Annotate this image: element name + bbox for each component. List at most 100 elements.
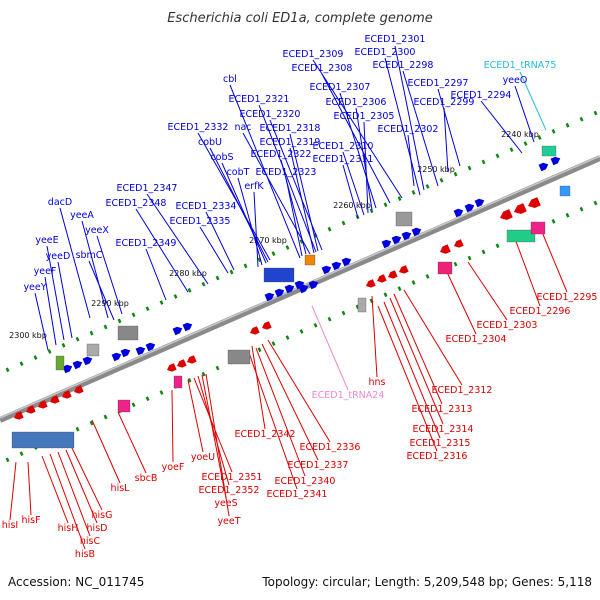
inner-tick-dot	[453, 261, 458, 267]
forward-gene-label: ECED1_2294	[451, 90, 512, 101]
outer-tick-dot	[117, 318, 122, 324]
feature-labels: ECED1_2301 ECED1_2300 ECED1_2309 ECED1_2298…	[2, 34, 598, 560]
outer-tick-dot	[201, 281, 206, 287]
reverse-gene-label: yoeF	[162, 462, 185, 473]
inner-tick-dot	[89, 420, 94, 426]
reverse-gene-label: ECED1_2351	[202, 472, 263, 483]
reverse-gene-label: ECED1_2313	[412, 404, 473, 415]
callout-line	[34, 292, 49, 351]
gene-block	[117, 325, 139, 341]
outer-tick-dot	[215, 275, 220, 281]
reverse-gene-arrow	[388, 270, 398, 279]
map-title: Escherichia coli ED1a, complete genome	[167, 11, 433, 26]
callout-line	[135, 208, 189, 293]
callout-line	[57, 261, 73, 339]
outer-tick-dot	[19, 361, 24, 367]
forward-gene-label: ECED1_2334	[176, 201, 237, 212]
forward-gene-label: cobU	[198, 137, 222, 148]
forward-gene-arrow	[341, 257, 352, 267]
outer-tick-dot	[89, 330, 94, 336]
inner-tick-dot	[187, 377, 192, 383]
outer-tick-dot	[341, 220, 346, 226]
callout-line	[199, 226, 229, 274]
outer-tick-dot	[145, 306, 150, 311]
inner-tick-dot	[341, 310, 346, 316]
reverse-gene-label: hisB	[75, 549, 95, 560]
inner-tick-dot	[299, 329, 304, 334]
gene-block	[55, 355, 65, 371]
forward-gene-label: ECED1_2297	[408, 78, 469, 89]
callout-line	[9, 461, 17, 521]
inner-tick-dot	[215, 365, 220, 371]
outer-tick-dot	[523, 141, 528, 146]
reverse-gene-label: hns	[369, 377, 386, 388]
callout-line	[339, 92, 377, 209]
forward-gene-arrow	[172, 326, 183, 336]
callout-line	[407, 134, 415, 187]
callout-line	[258, 104, 317, 253]
reverse-gene-label: hisF	[21, 515, 40, 526]
callout-line	[242, 132, 311, 255]
callout-line	[541, 231, 568, 293]
reverse-gene-arrow	[74, 385, 84, 394]
forward-gene-label: ECED1_2308	[292, 63, 353, 74]
outer-tick-dot	[467, 165, 472, 171]
inner-tick-dot	[145, 396, 150, 401]
reverse-gene-label: hisD	[87, 523, 108, 534]
callout-line	[145, 248, 167, 301]
callout-line	[363, 121, 369, 214]
forward-gene-label: yeeF	[34, 266, 57, 277]
callout-line	[514, 85, 535, 143]
inner-tick-dot	[383, 292, 388, 298]
reverse-gene-label: ECED1_2352	[199, 485, 260, 496]
forward-gene-arrow	[182, 322, 193, 332]
outer-tick-dot	[173, 294, 178, 299]
gene-block	[530, 221, 546, 235]
outer-tick-dot	[565, 122, 570, 128]
outer-tick-dot	[229, 269, 234, 275]
trna-label: ECED1_tRNA24	[312, 390, 385, 401]
reverse-gene-arrow	[399, 265, 409, 274]
reverse-gene-label: hisC	[80, 536, 101, 547]
outer-tick-dot	[383, 202, 388, 208]
outer-tick-dot	[327, 226, 332, 232]
callout-line	[146, 193, 209, 285]
gene-block	[357, 297, 367, 313]
forward-gene-label: cbl	[223, 74, 237, 85]
forward-gene-label: ECED1_2305	[334, 111, 395, 122]
callout-line	[187, 379, 204, 453]
callout-line	[311, 305, 349, 391]
gene-features	[11, 145, 571, 449]
reverse-gene-label: yeeT	[217, 516, 240, 527]
outer-tick-dot	[103, 324, 108, 330]
callout-line	[96, 235, 123, 315]
callout-line	[251, 345, 266, 430]
forward-gene-label: cobS	[210, 152, 233, 163]
callout-line	[312, 59, 403, 199]
forward-gene-label: ECED1_2300	[355, 47, 416, 58]
callout-line	[467, 261, 508, 321]
forward-gene-arrow	[321, 265, 332, 275]
outer-tick-dot	[131, 312, 136, 318]
reverse-gene-arrow	[38, 400, 48, 409]
reverse-gene-arrow	[366, 279, 376, 288]
topology-label: Topology: circular; Length: 5,209,548 bp…	[261, 575, 592, 589]
callout-line	[253, 191, 259, 268]
callout-line	[402, 70, 439, 187]
forward-gene-label: nac	[234, 122, 251, 133]
callout-line	[255, 347, 306, 477]
reverse-gene-arrow	[500, 209, 513, 220]
gene-block	[86, 343, 100, 357]
forward-gene-arrow	[135, 346, 146, 356]
callout-line	[480, 100, 523, 154]
callout-line	[403, 289, 463, 386]
forward-gene-arrow	[111, 352, 122, 362]
forward-gene-label: yeeY	[23, 282, 46, 293]
forward-gene-arrow	[82, 356, 93, 366]
tick-label: 2280 kbp	[169, 269, 207, 278]
gene-block	[506, 229, 536, 243]
reverse-gene-label: ECED1_2337	[288, 460, 349, 471]
forward-gene-label: erfK	[244, 181, 264, 192]
outer-tick-dot	[537, 135, 542, 140]
outer-tick-dot	[411, 190, 416, 195]
